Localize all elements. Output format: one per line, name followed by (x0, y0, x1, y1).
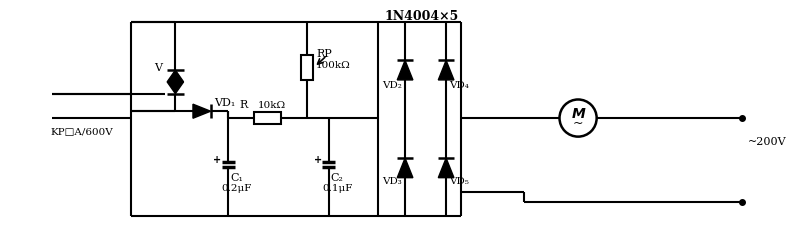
Text: C₂: C₂ (331, 173, 344, 183)
Bar (253, 112, 281, 124)
Bar (302, 54, 313, 80)
Text: V: V (154, 63, 162, 73)
Text: ~: ~ (573, 116, 584, 129)
Text: 100kΩ: 100kΩ (316, 61, 351, 70)
Text: R: R (240, 100, 248, 110)
Circle shape (559, 100, 596, 137)
Text: 0.2μF: 0.2μF (221, 184, 252, 193)
Text: VD₅: VD₅ (449, 177, 469, 186)
Text: 1N4004×5: 1N4004×5 (385, 10, 459, 23)
Text: +: + (314, 155, 322, 165)
Text: C₁: C₁ (230, 173, 243, 183)
Text: +: + (213, 155, 221, 165)
Text: M: M (571, 107, 585, 121)
Polygon shape (438, 158, 454, 178)
Polygon shape (398, 60, 413, 80)
Polygon shape (193, 104, 211, 118)
Text: VD₃: VD₃ (383, 177, 402, 186)
Text: VD₄: VD₄ (449, 81, 469, 90)
Text: 0.1μF: 0.1μF (322, 184, 352, 193)
Text: VD₁: VD₁ (215, 98, 236, 108)
Text: 10kΩ: 10kΩ (257, 101, 286, 110)
Polygon shape (398, 158, 413, 178)
Text: ~200V: ~200V (748, 138, 786, 147)
Polygon shape (167, 70, 184, 82)
Text: KP□A/600V: KP□A/600V (50, 128, 113, 137)
Text: RP: RP (316, 48, 332, 59)
Text: VD₂: VD₂ (383, 81, 402, 90)
Polygon shape (167, 82, 184, 94)
Polygon shape (438, 60, 454, 80)
